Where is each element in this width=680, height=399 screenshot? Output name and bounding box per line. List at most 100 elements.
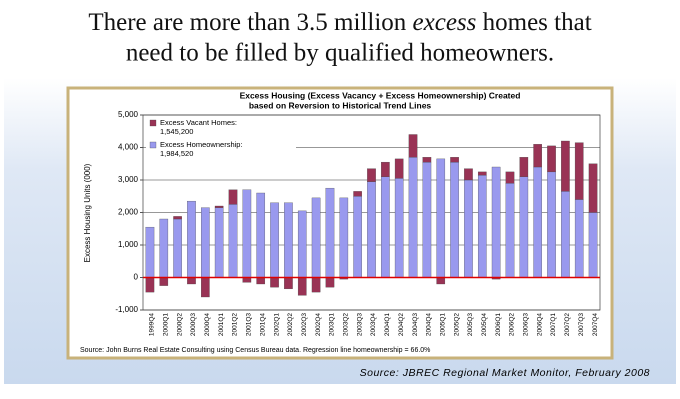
bar-segment: [505, 183, 515, 278]
x-tick-label: 1999Q4: [149, 313, 156, 337]
x-tick-label: 2007Q2: [564, 313, 571, 337]
slide-title: There are more than 3.5 million excess h…: [88, 9, 591, 36]
bar-segment: [325, 187, 335, 278]
bar-segment: [228, 189, 238, 205]
bar-segment: [477, 174, 487, 278]
y-tick-label: 2,000: [118, 208, 139, 217]
legend-note: 1,984,520: [160, 149, 193, 158]
bar-segment: [214, 207, 224, 278]
bar-segment: [173, 216, 182, 220]
bar-segment: [436, 277, 446, 285]
x-tick-label: 2006Q3: [523, 313, 530, 337]
bar-segment: [450, 161, 459, 278]
bar-segment: [588, 163, 598, 213]
y-tick-label: 4,000: [118, 143, 139, 152]
bar-segment: [297, 210, 307, 278]
x-tick-label: 2005Q1: [439, 313, 446, 337]
x-tick-label: 2001Q4: [259, 313, 266, 337]
bar-segment: [325, 277, 335, 288]
x-tick-label: 2000Q2: [176, 313, 183, 337]
bar-segment: [588, 212, 598, 278]
bar-segment: [367, 181, 376, 278]
bar-segment: [242, 189, 252, 278]
x-tick-label: 2001Q2: [232, 313, 239, 337]
y-tick-label: -1,000: [115, 305, 138, 314]
x-tick-label: 2003Q2: [343, 313, 350, 337]
bar-segment: [381, 176, 390, 278]
x-tick-label: 2004Q3: [412, 313, 419, 337]
bar-segment: [491, 166, 501, 278]
legend-swatch: [149, 141, 157, 149]
bar-segment: [187, 277, 196, 285]
slide-title: need to be filled by qualified homeowner…: [126, 40, 554, 67]
bar-segment: [574, 142, 584, 200]
bar-segment: [145, 277, 155, 293]
x-tick-label: 2007Q4: [592, 313, 599, 337]
x-tick-label: 2007Q3: [578, 313, 585, 337]
y-axis-label: Excess Housing Units (000): [83, 163, 92, 262]
bar-segment: [284, 202, 293, 278]
bar-segment: [533, 144, 542, 168]
bar-segment: [436, 158, 446, 278]
bar-segment: [297, 277, 307, 296]
bar-segment: [561, 140, 570, 192]
chart-title: Excess Housing (Excess Vacancy + Excess …: [240, 90, 521, 100]
bar-segment: [394, 158, 404, 179]
x-tick-label: 2003Q1: [329, 313, 336, 337]
x-tick-label: 2001Q1: [218, 313, 225, 337]
bar-segment: [408, 157, 418, 278]
x-tick-label: 2002Q2: [287, 313, 294, 337]
bar-segment: [381, 161, 390, 177]
x-tick-label: 2007Q1: [550, 313, 557, 337]
bar-segment: [464, 168, 473, 181]
bar-segment: [574, 199, 584, 278]
bar-segment: [353, 196, 362, 278]
x-tick-label: 2005Q2: [453, 313, 460, 337]
plot: -1,000 0 1,000 2,000 3,000 4,000 5,000 1999Q4 20…: [115, 110, 601, 337]
title-part: excess: [413, 9, 477, 36]
y-tick-label: 0: [134, 273, 139, 282]
title-part: homes that: [476, 9, 591, 36]
y-tick-label: 5,000: [118, 110, 139, 119]
bar-segment: [367, 168, 376, 182]
y-tick-label: 3,000: [118, 175, 139, 184]
bar-segment: [256, 277, 266, 285]
x-tick-label: 2000Q1: [162, 313, 169, 337]
x-tick-label: 2006Q2: [509, 313, 516, 337]
bar-segment: [145, 226, 155, 278]
x-tick-label: 2002Q1: [273, 313, 280, 337]
bar-segment: [519, 176, 529, 278]
bar-segment: [353, 191, 362, 197]
bar-segment: [547, 145, 556, 173]
y-tick-label: 1,000: [118, 240, 139, 249]
legend-swatch: [149, 119, 157, 127]
bar-segment: [270, 202, 279, 278]
x-tick-label: 2005Q3: [467, 313, 474, 337]
x-tick-label: 2000Q4: [204, 313, 211, 337]
x-tick-label: 2003Q4: [370, 313, 377, 337]
title-part: There are more than 3.5 million: [88, 9, 412, 36]
x-tick-label: 2001Q3: [246, 313, 253, 337]
bar-segment: [311, 277, 321, 293]
bar-segment: [422, 157, 432, 163]
x-tick-label: 2000Q3: [190, 313, 197, 337]
x-tick-label: 2005Q4: [481, 313, 488, 337]
bar-segment: [173, 218, 182, 278]
bar-segment: [159, 277, 169, 286]
bar-segment: [284, 277, 293, 290]
bar-segment: [561, 191, 570, 278]
x-tick-label: 2002Q4: [315, 313, 322, 337]
bar-segment: [547, 171, 556, 278]
legend-label: Excess Homeownership:: [160, 140, 243, 149]
source-note: Source: John Burns Real Estate Consultin…: [80, 347, 430, 354]
bar-segment: [187, 200, 196, 278]
x-tick-label: 2004Q2: [398, 313, 405, 337]
bar-segment: [339, 197, 349, 278]
x-tick-label: 2006Q4: [536, 313, 543, 337]
bar-segment: [201, 277, 210, 298]
bar-segment: [394, 178, 404, 278]
x-tick-label: 2003Q3: [356, 313, 363, 337]
bar-segment: [311, 197, 321, 278]
